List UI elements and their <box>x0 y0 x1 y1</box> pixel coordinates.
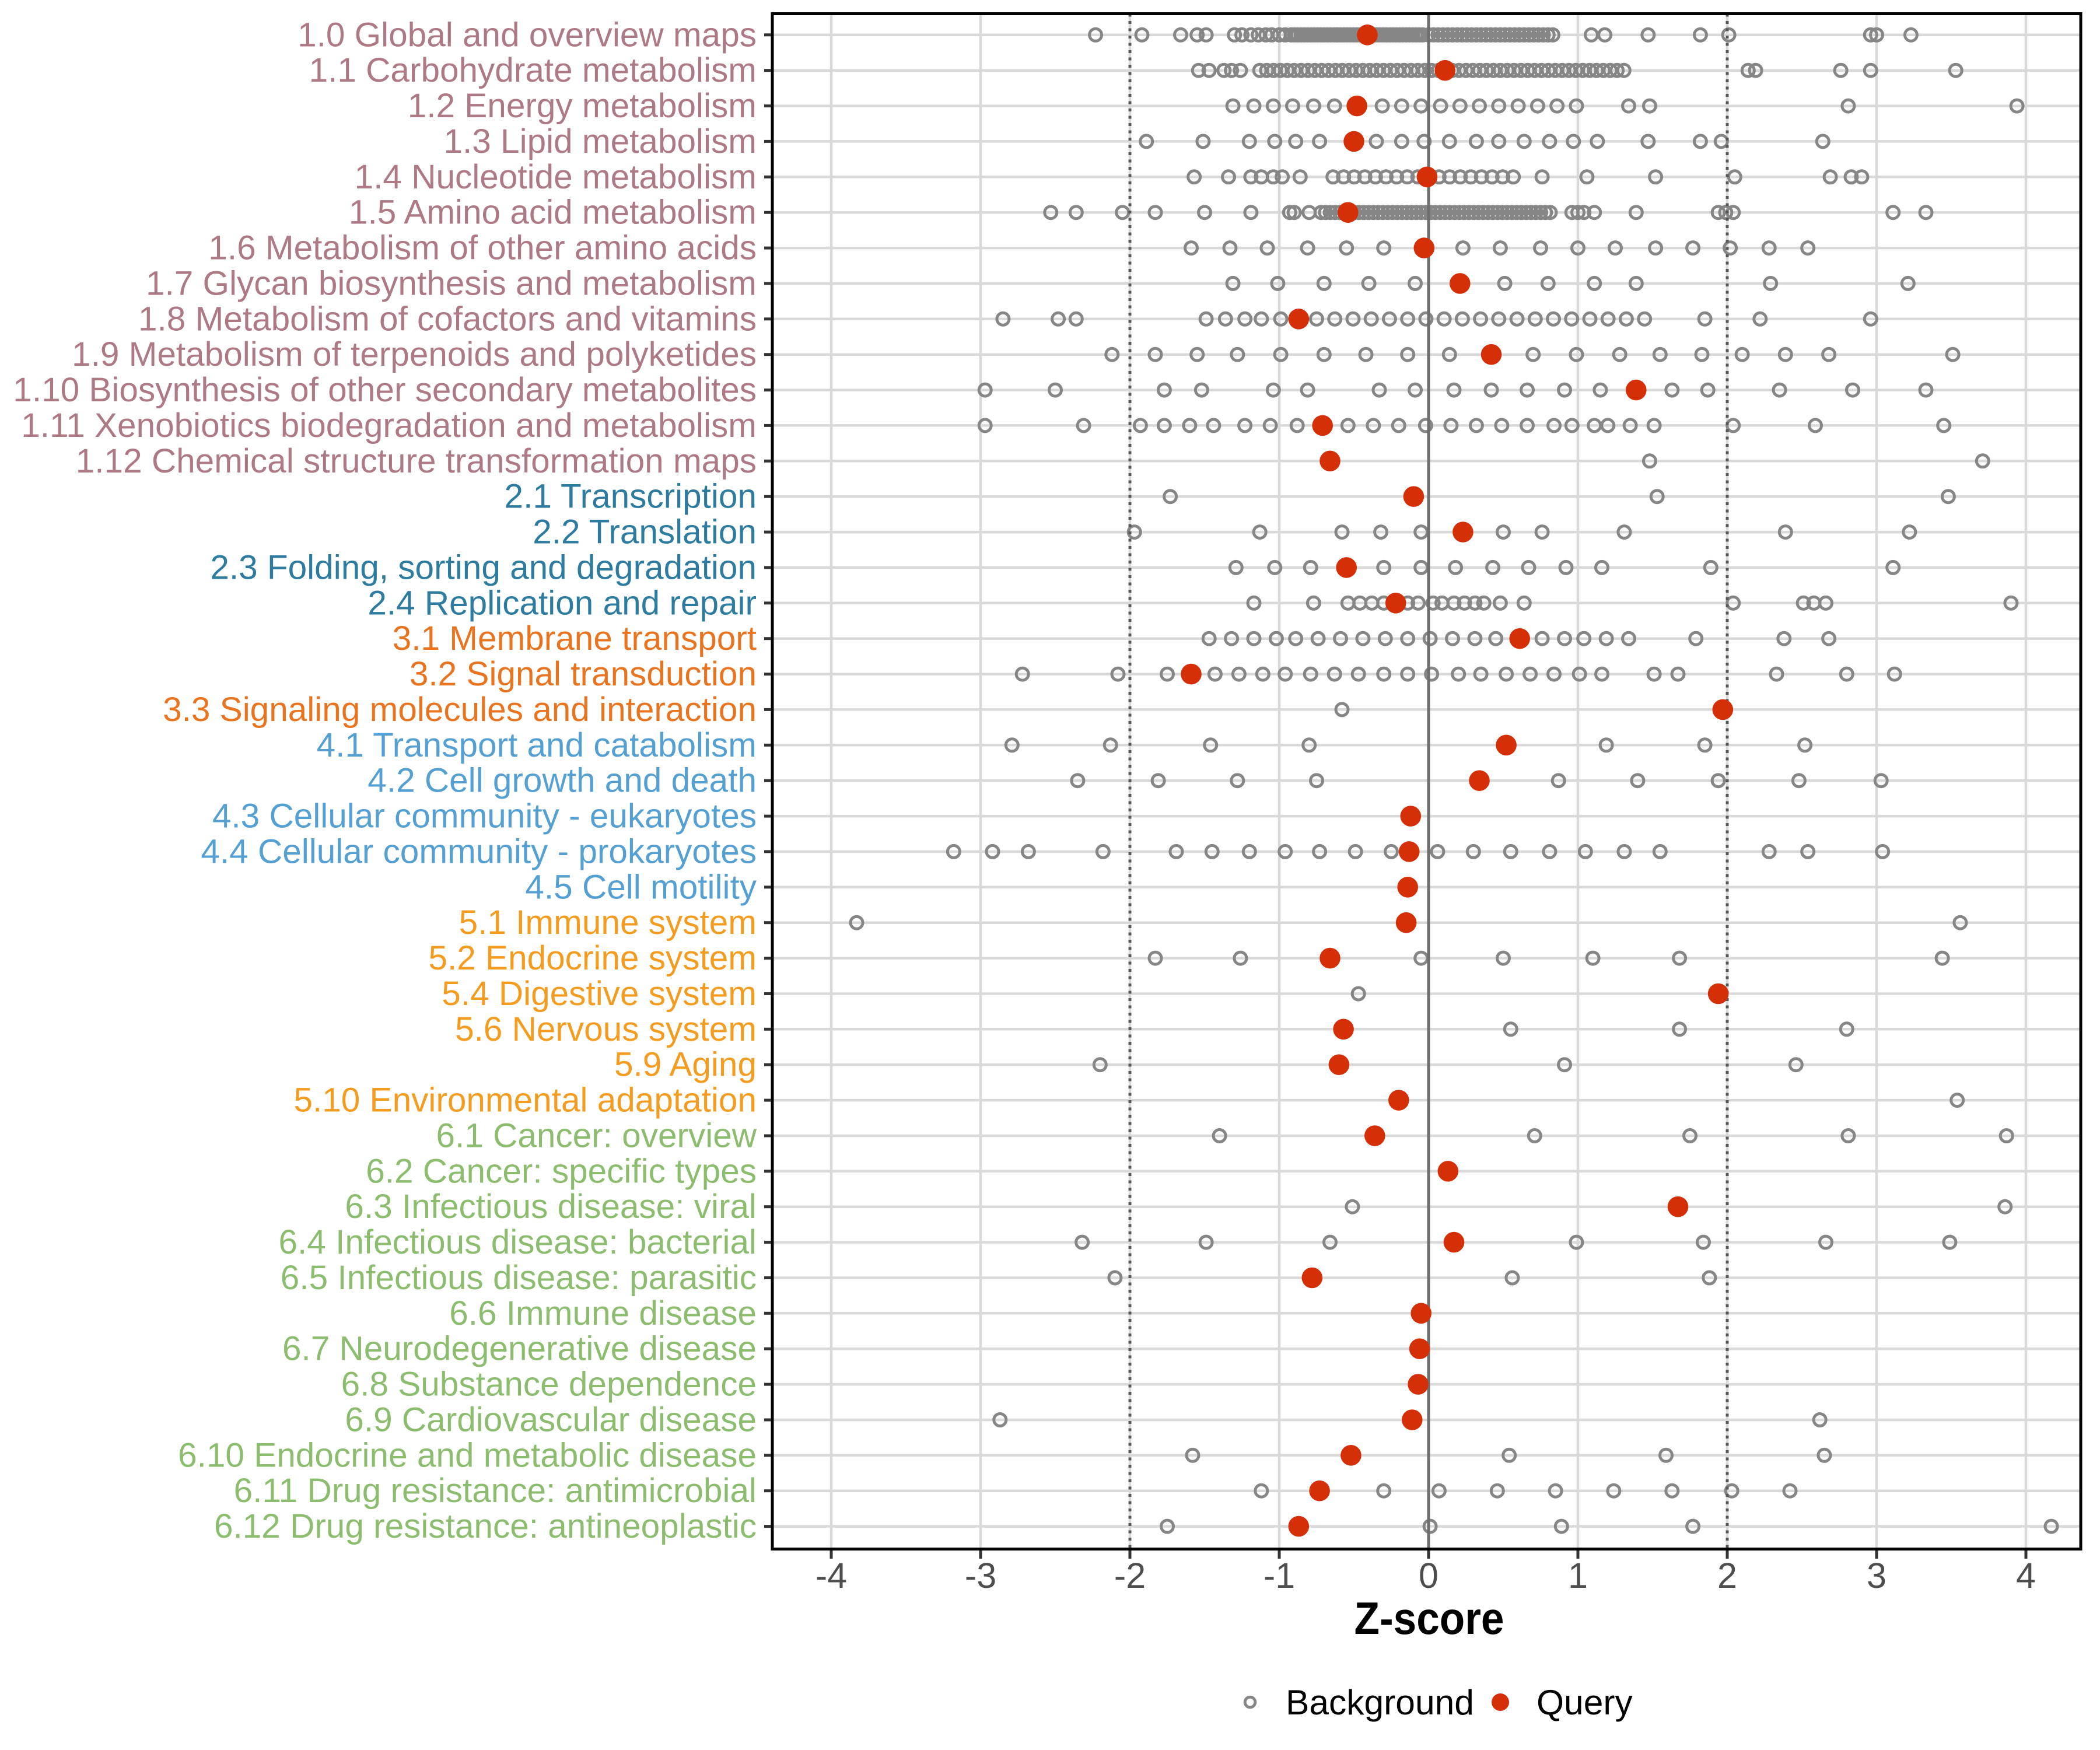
svg-text:4.4 Cellular community - proka: 4.4 Cellular community - prokaryotes <box>201 832 757 870</box>
svg-text:5.10 Environmental adaptation: 5.10 Environmental adaptation <box>293 1082 757 1119</box>
svg-text:3.2 Signal transduction: 3.2 Signal transduction <box>410 655 757 693</box>
svg-text:6.3 Infectious disease: viral: 6.3 Infectious disease: viral <box>345 1188 757 1226</box>
svg-text:0: 0 <box>1419 1556 1438 1595</box>
svg-text:Background: Background <box>1286 1682 1474 1722</box>
svg-text:1.5 Amino acid metabolism: 1.5 Amino acid metabolism <box>349 194 757 232</box>
svg-text:6.6 Immune disease: 6.6 Immune disease <box>449 1294 757 1332</box>
svg-text:4.3 Cellular community - eukar: 4.3 Cellular community - eukaryotes <box>212 797 757 835</box>
svg-text:5.9 Aging: 5.9 Aging <box>614 1046 757 1084</box>
svg-text:1.1 Carbohydrate metabolism: 1.1 Carbohydrate metabolism <box>309 51 757 89</box>
svg-text:5.2 Endocrine system: 5.2 Endocrine system <box>428 939 757 977</box>
svg-text:-3: -3 <box>965 1556 996 1595</box>
svg-text:1.4 Nucleotide metabolism: 1.4 Nucleotide metabolism <box>355 158 757 196</box>
svg-text:-2: -2 <box>1114 1556 1146 1595</box>
svg-text:3.1 Membrane transport: 3.1 Membrane transport <box>393 620 757 657</box>
svg-text:3.3 Signaling molecules and in: 3.3 Signaling molecules and interaction <box>163 691 757 729</box>
svg-text:-4: -4 <box>816 1556 847 1595</box>
svg-text:6.11 Drug resistance: antimicr: 6.11 Drug resistance: antimicrobial <box>234 1472 757 1510</box>
svg-text:6.10 Endocrine and metabolic d: 6.10 Endocrine and metabolic disease <box>178 1436 757 1474</box>
svg-text:6.7 Neurodegenerative disease: 6.7 Neurodegenerative disease <box>282 1330 757 1368</box>
svg-text:1.0 Global and overview maps: 1.0 Global and overview maps <box>298 16 757 54</box>
svg-text:1.6 Metabolism of other amino: 1.6 Metabolism of other amino acids <box>208 229 757 267</box>
svg-text:6.5 Infectious disease: parasi: 6.5 Infectious disease: parasitic <box>281 1259 757 1297</box>
svg-text:1.3 Lipid metabolism: 1.3 Lipid metabolism <box>443 123 757 160</box>
svg-text:3: 3 <box>1867 1556 1887 1595</box>
svg-text:1.10 Biosynthesis of other sec: 1.10 Biosynthesis of other secondary met… <box>13 371 757 409</box>
svg-text:4.5 Cell motility: 4.5 Cell motility <box>525 868 757 906</box>
svg-text:6.8 Substance dependence: 6.8 Substance dependence <box>341 1366 757 1404</box>
svg-text:1.7 Glycan biosynthesis and me: 1.7 Glycan biosynthesis and metabolism <box>146 264 757 302</box>
svg-text:6.1 Cancer: overview: 6.1 Cancer: overview <box>436 1117 757 1155</box>
svg-text:Z-score: Z-score <box>1354 1592 1504 1644</box>
svg-text:4: 4 <box>2016 1556 2036 1595</box>
svg-text:Query: Query <box>1536 1682 1633 1722</box>
svg-text:2.2 Translation: 2.2 Translation <box>533 513 757 551</box>
svg-text:-1: -1 <box>1264 1556 1295 1595</box>
svg-text:2.3 Folding, sorting and degra: 2.3 Folding, sorting and degradation <box>210 548 757 586</box>
svg-text:4.1 Transport and catabolism: 4.1 Transport and catabolism <box>317 726 757 764</box>
svg-text:1.2 Energy metabolism: 1.2 Energy metabolism <box>408 87 757 125</box>
svg-text:5.1 Immune system: 5.1 Immune system <box>459 904 757 942</box>
svg-text:1.11 Xenobiotics biodegradatio: 1.11 Xenobiotics biodegradation and meta… <box>21 407 757 444</box>
svg-text:4.2 Cell growth and death: 4.2 Cell growth and death <box>368 762 757 800</box>
svg-text:1.9 Metabolism of terpenoids a: 1.9 Metabolism of terpenoids and polyket… <box>72 335 757 373</box>
svg-text:6.9 Cardiovascular disease: 6.9 Cardiovascular disease <box>345 1401 757 1439</box>
svg-text:5.4 Digestive system: 5.4 Digestive system <box>442 975 757 1013</box>
svg-text:5.6 Nervous system: 5.6 Nervous system <box>455 1010 757 1048</box>
svg-text:6.4 Infectious disease: bacter: 6.4 Infectious disease: bacterial <box>279 1223 757 1261</box>
svg-text:2.4 Replication and repair: 2.4 Replication and repair <box>368 584 757 622</box>
svg-text:1: 1 <box>1568 1556 1588 1595</box>
svg-text:2: 2 <box>1717 1556 1737 1595</box>
svg-text:1.8 Metabolism of cofactors an: 1.8 Metabolism of cofactors and vitamins <box>138 300 757 338</box>
svg-text:1.12 Chemical structure transf: 1.12 Chemical structure transformation m… <box>76 442 757 480</box>
svg-text:2.1 Transcription: 2.1 Transcription <box>505 478 757 516</box>
svg-text:6.12 Drug resistance: antineop: 6.12 Drug resistance: antineoplastic <box>214 1507 757 1545</box>
svg-text:6.2 Cancer: specific types: 6.2 Cancer: specific types <box>366 1152 757 1190</box>
